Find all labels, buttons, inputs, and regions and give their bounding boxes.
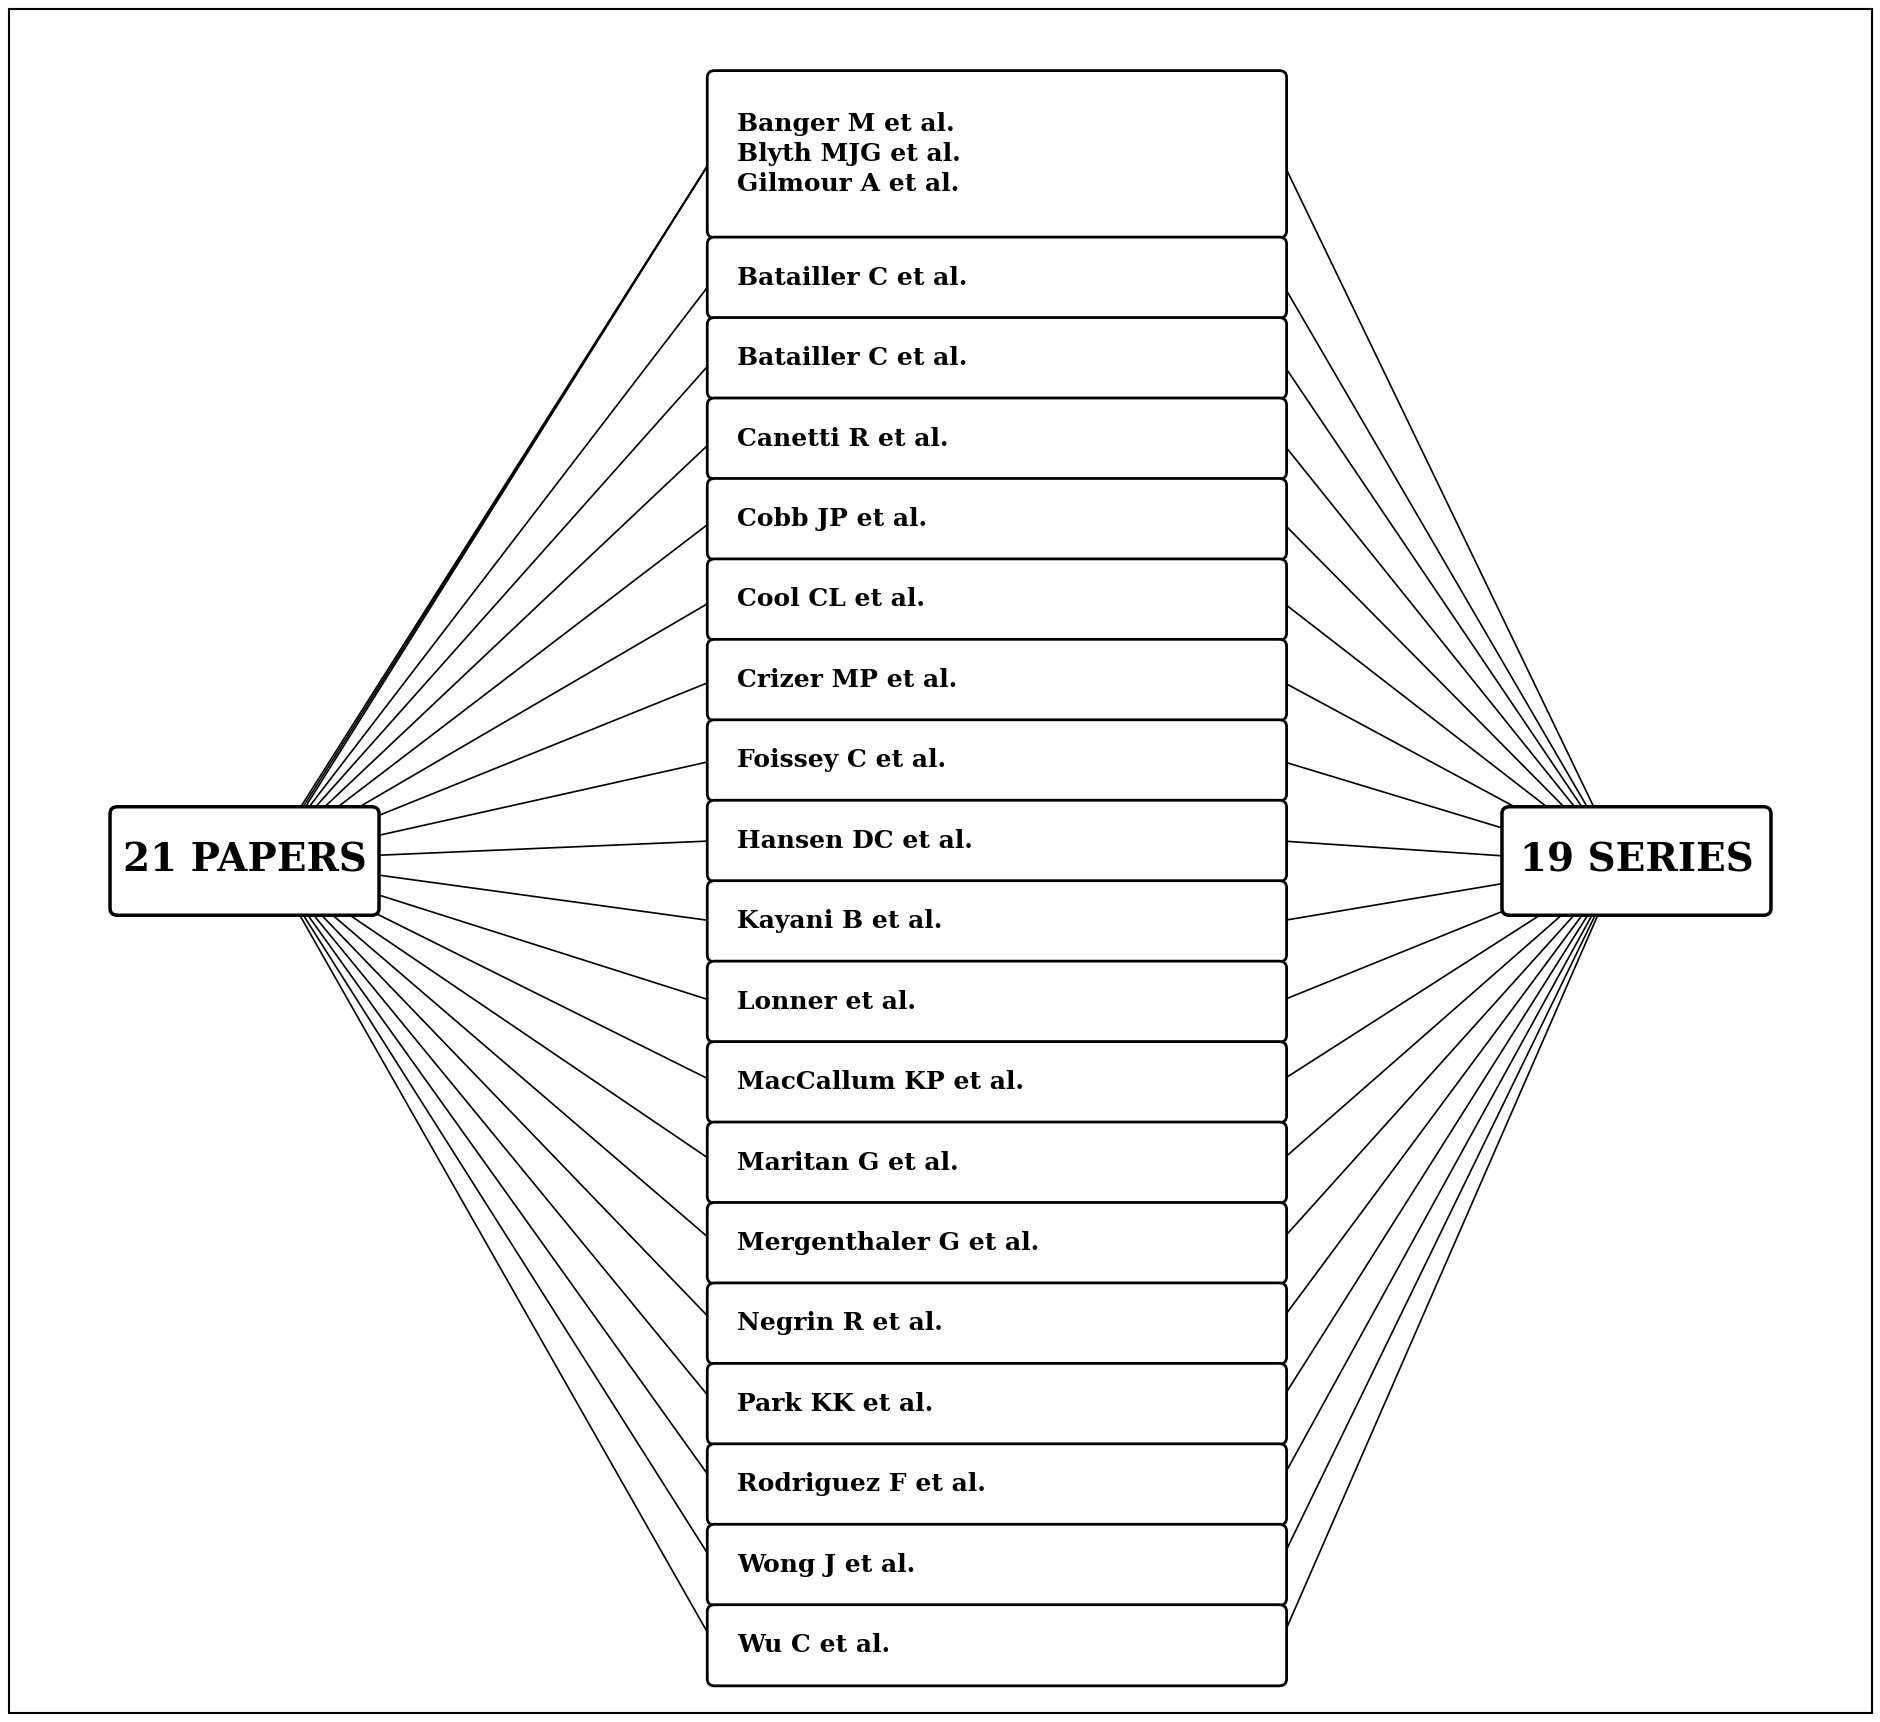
Text: Lonner et al.: Lonner et al. xyxy=(737,990,916,1014)
Text: Hansen DC et al.: Hansen DC et al. xyxy=(737,828,972,852)
Text: Cobb JP et al.: Cobb JP et al. xyxy=(737,506,927,530)
FancyBboxPatch shape xyxy=(707,801,1286,882)
Text: Crizer MP et al.: Crizer MP et al. xyxy=(737,668,957,692)
Text: Wong J et al.: Wong J et al. xyxy=(737,1553,916,1577)
Text: Negrin R et al.: Negrin R et al. xyxy=(737,1312,942,1336)
FancyBboxPatch shape xyxy=(707,1364,1286,1445)
Text: Kayani B et al.: Kayani B et al. xyxy=(737,909,942,933)
Text: Maritan G et al.: Maritan G et al. xyxy=(737,1150,959,1174)
Text: Canetti R et al.: Canetti R et al. xyxy=(737,427,948,451)
FancyBboxPatch shape xyxy=(109,806,380,916)
FancyBboxPatch shape xyxy=(707,479,1286,560)
FancyBboxPatch shape xyxy=(707,720,1286,801)
FancyBboxPatch shape xyxy=(707,71,1286,238)
Text: Wu C et al.: Wu C et al. xyxy=(737,1632,889,1657)
Text: Foissey C et al.: Foissey C et al. xyxy=(737,749,946,773)
Text: Rodriguez F et al.: Rodriguez F et al. xyxy=(737,1472,985,1496)
FancyBboxPatch shape xyxy=(707,880,1286,963)
FancyBboxPatch shape xyxy=(707,1042,1286,1123)
FancyBboxPatch shape xyxy=(707,639,1286,720)
FancyBboxPatch shape xyxy=(707,398,1286,479)
Text: Banger M et al.
Blyth MJG et al.
Gilmour A et al.: Banger M et al. Blyth MJG et al. Gilmour… xyxy=(737,112,961,196)
FancyBboxPatch shape xyxy=(707,961,1286,1042)
FancyBboxPatch shape xyxy=(707,1123,1286,1204)
Text: Cool CL et al.: Cool CL et al. xyxy=(737,587,925,611)
Text: MacCallum KP et al.: MacCallum KP et al. xyxy=(737,1069,1025,1093)
FancyBboxPatch shape xyxy=(707,1202,1286,1283)
FancyBboxPatch shape xyxy=(707,1443,1286,1526)
Text: Batailler C et al.: Batailler C et al. xyxy=(737,265,966,289)
FancyBboxPatch shape xyxy=(707,560,1286,641)
FancyBboxPatch shape xyxy=(707,1524,1286,1605)
FancyBboxPatch shape xyxy=(707,1283,1286,1364)
FancyBboxPatch shape xyxy=(707,238,1286,319)
FancyBboxPatch shape xyxy=(707,317,1286,400)
Text: Mergenthaler G et al.: Mergenthaler G et al. xyxy=(737,1231,1040,1255)
FancyBboxPatch shape xyxy=(707,1605,1286,1686)
Text: Park KK et al.: Park KK et al. xyxy=(737,1391,932,1415)
Text: 21 PAPERS: 21 PAPERS xyxy=(122,842,367,880)
Text: Batailler C et al.: Batailler C et al. xyxy=(737,346,966,370)
Text: 19 SERIES: 19 SERIES xyxy=(1519,842,1752,880)
FancyBboxPatch shape xyxy=(1500,806,1771,916)
